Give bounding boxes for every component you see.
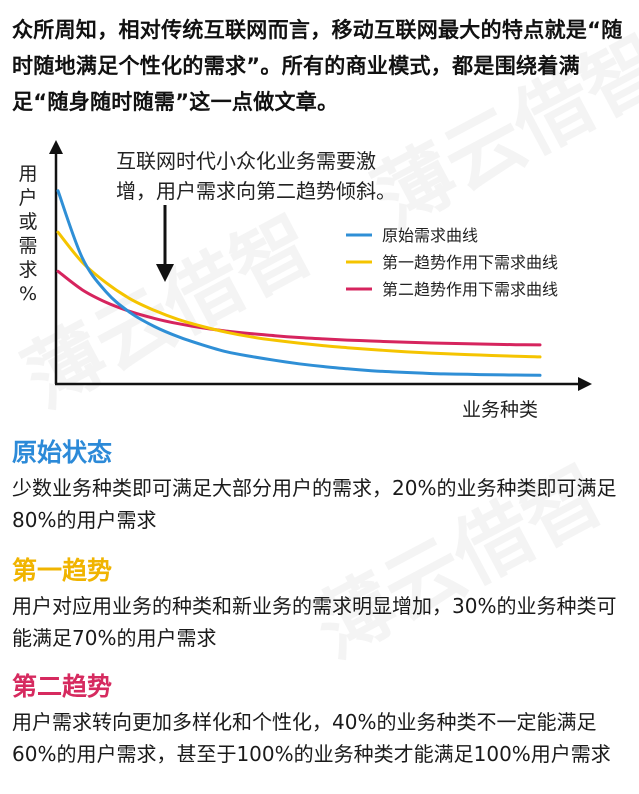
legend-label-3: 第二趋势作用下需求曲线 <box>382 280 558 299</box>
y-axis-label-line-5: 求 <box>18 259 37 281</box>
y-axis-label-line-3: 或 <box>18 211 37 233</box>
annotation-line-1: 互联网时代小众化业务需要激 <box>116 149 376 173</box>
section-second-trend-title: 第二趋势 <box>12 672 113 701</box>
section-first-trend-title: 第一趋势 <box>12 556 113 585</box>
y-axis-label-line-6: % <box>19 283 37 305</box>
y-axis-label: 用 户 或 需 求 % <box>18 163 37 305</box>
legend-label-1: 原始需求曲线 <box>382 226 478 245</box>
series-layer <box>56 189 542 377</box>
x-axis-arrow <box>578 377 592 391</box>
annotation-line-2: 增，用户需求向第二趋势倾斜。 <box>116 179 396 203</box>
section-first-trend-body: 用户对应用业务的种类和新业务的需求明显增加，30%的业务种类可能满足70%的用户… <box>12 594 617 650</box>
demand-chart: 用 户 或 需 求 % 业务种类 互联网时代小众化业务需要激 增，用户需求向第二… <box>18 140 592 421</box>
x-axis-label: 业务种类 <box>462 399 538 421</box>
y-axis-label-line-1: 用 <box>18 163 37 185</box>
section-original: 原始状态 少数业务种类即可满足大部分用户的需求，20%的业务种类即可满足80%的… <box>12 436 630 536</box>
section-original-body: 少数业务种类即可满足大部分用户的需求，20%的业务种类即可满足80%的用户需求 <box>12 476 617 532</box>
series-line-3 <box>56 269 542 347</box>
section-original-title: 原始状态 <box>12 438 113 467</box>
y-axis-arrow <box>49 140 63 154</box>
section-second-trend-body: 用户需求转向更加多样化和个性化，40%的业务种类不一定能满足60%的用户需求，甚… <box>12 710 611 766</box>
series-line-2 <box>56 230 542 359</box>
series-line-1 <box>56 189 542 377</box>
section-second-trend: 第二趋势 用户需求转向更加多样化和个性化，40%的业务种类不一定能满足60%的用… <box>12 670 630 770</box>
annotation-arrow-head <box>156 264 174 282</box>
y-axis-label-line-4: 需 <box>18 235 37 257</box>
intro-text: 众所周知，相对传统互联网而言，移动互联网最大的特点就是“随时随地满足个性化的需求… <box>12 18 623 114</box>
y-axis-label-line-2: 户 <box>18 187 37 209</box>
section-first-trend: 第一趋势 用户对应用业务的种类和新业务的需求明显增加，30%的业务种类可能满足7… <box>12 554 630 654</box>
legend-label-2: 第一趋势作用下需求曲线 <box>382 253 558 272</box>
